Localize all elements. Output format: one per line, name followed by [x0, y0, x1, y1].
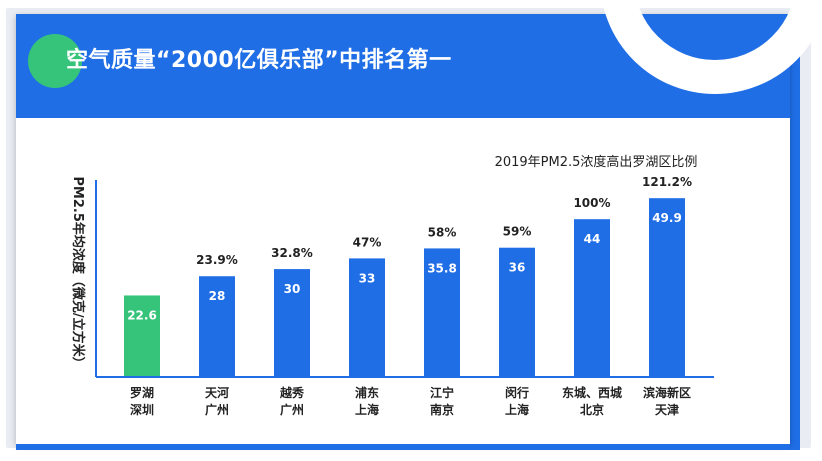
x-tick-sublabel: 天津	[655, 402, 679, 417]
chart-title: 2019年PM2.5浓度高出罗湖区比例	[495, 154, 698, 170]
x-tick-label: 江宁	[430, 385, 454, 400]
bar-percent-label: 47%	[353, 235, 382, 249]
decorative-ring	[600, 0, 822, 94]
bar	[499, 247, 535, 376]
bar-percent-label: 58%	[428, 225, 457, 239]
page-title: 空气质量“2000亿俱乐部”中排名第一	[66, 48, 452, 73]
bar	[424, 248, 460, 376]
bar-percent-label: 59%	[503, 225, 532, 239]
x-tick-label: 天河	[205, 385, 229, 400]
bar-value-label: 22.6	[127, 308, 157, 322]
header-banner: 空气质量“2000亿俱乐部”中排名第一	[16, 0, 822, 118]
right-accent-edge	[790, 44, 800, 450]
bar	[349, 258, 385, 376]
bar-percent-label: 32.8%	[271, 246, 313, 260]
bar-value-label: 44	[584, 232, 601, 246]
x-tick-label: 滨海新区	[643, 385, 691, 400]
bar	[199, 276, 235, 376]
x-tick-label: 东城、西城	[562, 385, 622, 400]
header-accent-circle	[28, 34, 82, 88]
bar-percent-label: 121.2%	[642, 175, 692, 189]
x-tick-sublabel: 北京	[580, 402, 604, 417]
x-tick-label: 浦东	[355, 385, 379, 400]
bar-percent-label: 100%	[573, 196, 610, 210]
bar-value-label: 30	[284, 282, 301, 296]
x-tick-sublabel: 广州	[280, 402, 304, 417]
x-tick-label: 罗湖	[130, 385, 154, 400]
bar-value-label: 33	[359, 271, 376, 285]
slide: 空气质量“2000亿俱乐部”中排名第一 2019年PM2.5浓度高出罗湖区比例 …	[16, 0, 822, 444]
bar-percent-label: 23.9%	[196, 253, 238, 267]
bar-value-label: 49.9	[652, 211, 682, 225]
bar	[124, 295, 160, 376]
y-axis-label: PM2.5年均浓度（微克/立方米）	[70, 176, 86, 369]
bar-chart: 2019年PM2.5浓度高出罗湖区比例 PM2.5年均浓度（微克/立方米） 22…	[70, 154, 714, 417]
x-tick-sublabel: 南京	[430, 402, 454, 417]
bar-value-label: 28	[209, 289, 226, 303]
bar	[649, 198, 685, 376]
bottom-accent-bar	[16, 444, 790, 450]
bar	[574, 219, 610, 376]
x-tick-sublabel: 深圳	[130, 402, 154, 417]
bar-value-label: 35.8	[427, 261, 457, 275]
bar-value-label: 36	[509, 261, 526, 275]
x-tick-label: 越秀	[279, 385, 305, 400]
x-tick-sublabel: 上海	[505, 402, 529, 417]
x-tick-sublabel: 上海	[355, 402, 379, 417]
bar	[274, 269, 310, 376]
x-tick-sublabel: 广州	[205, 402, 229, 417]
x-tick-label: 闵行	[505, 385, 529, 400]
